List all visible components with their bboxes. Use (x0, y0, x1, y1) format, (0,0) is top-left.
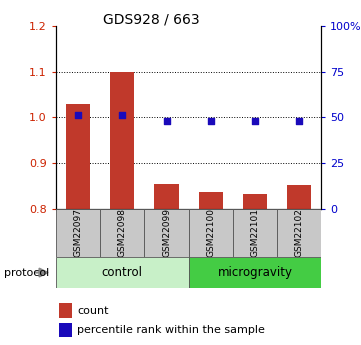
Point (164, 118, 169, 124)
Text: GSM22098: GSM22098 (118, 208, 127, 257)
Text: percentile rank within the sample: percentile rank within the sample (77, 325, 265, 335)
Point (208, 118, 214, 124)
Text: GSM22101: GSM22101 (251, 208, 260, 257)
Text: GSM22100: GSM22100 (206, 208, 215, 257)
Bar (155, 185, 179, 209)
Bar (58, 303, 72, 317)
Bar (56, 257, 188, 288)
Text: microgravity: microgravity (217, 266, 292, 279)
Point (119, 113, 125, 118)
Bar (110, 71, 134, 209)
Bar (233, 209, 277, 257)
Text: GDS928 / 663: GDS928 / 663 (103, 12, 200, 26)
Bar (56, 209, 100, 257)
Text: GSM22097: GSM22097 (74, 208, 83, 257)
Text: GSM22099: GSM22099 (162, 208, 171, 257)
Bar (100, 209, 144, 257)
Bar (58, 323, 72, 337)
Bar (243, 194, 267, 209)
Text: count: count (77, 306, 109, 315)
Text: GSM22102: GSM22102 (295, 208, 304, 257)
Bar (188, 209, 233, 257)
Bar (66, 104, 90, 209)
Point (296, 118, 302, 124)
Bar (199, 192, 223, 209)
Point (252, 118, 258, 124)
Text: protocol: protocol (4, 268, 49, 277)
Bar (144, 209, 188, 257)
Bar (287, 185, 311, 209)
Bar (188, 257, 321, 288)
Point (75, 113, 81, 118)
Bar (277, 209, 321, 257)
Text: control: control (102, 266, 143, 279)
